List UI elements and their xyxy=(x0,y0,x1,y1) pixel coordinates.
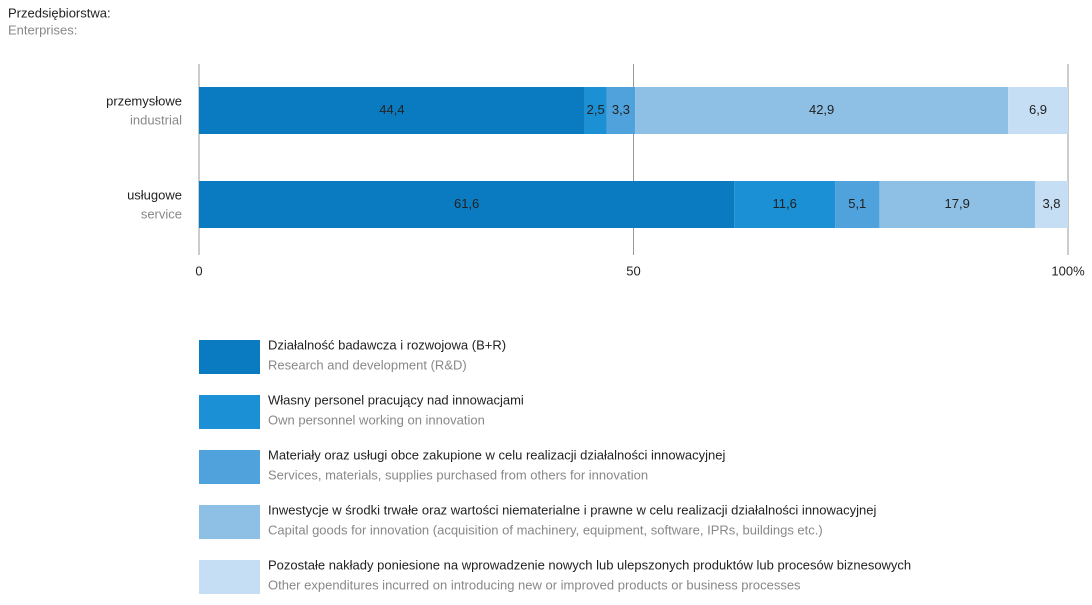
legend-label: Inwestycje w środki trwałe oraz wartości… xyxy=(268,502,876,517)
legend-swatch xyxy=(199,340,260,374)
legend-label-en: Research and development (R&D) xyxy=(268,357,467,372)
bar-segment xyxy=(584,87,607,134)
bar-segment xyxy=(199,87,585,134)
x-tick-label: 50 xyxy=(626,263,640,278)
legend-label-en: Own personnel working on innovation xyxy=(268,412,485,427)
value-label: 17,9 xyxy=(945,196,970,211)
bar-segment xyxy=(734,181,836,228)
bar-segment xyxy=(879,181,1035,228)
legend-label: Pozostałe nakłady poniesione na wprowadz… xyxy=(268,557,911,572)
legend-swatch xyxy=(199,450,260,484)
value-label: 11,6 xyxy=(773,196,797,211)
legend-swatch xyxy=(199,395,260,429)
value-label: 2,5 xyxy=(587,102,605,117)
legend-swatch xyxy=(199,560,260,594)
legend-label: Działalność badawcza i rozwojowa (B+R) xyxy=(268,337,506,352)
legend-label-en: Services, materials, supplies purchased … xyxy=(268,467,648,482)
bar-segment xyxy=(199,181,735,228)
bar-segment xyxy=(1034,181,1068,228)
value-label: 44,4 xyxy=(379,102,404,117)
value-label: 61,6 xyxy=(454,196,479,211)
bar-segment xyxy=(1008,87,1068,134)
value-label: 5,1 xyxy=(848,196,866,211)
category-label: przemysłowe xyxy=(106,93,182,108)
category-label-en: service xyxy=(141,206,182,221)
value-label: 6,9 xyxy=(1029,102,1047,117)
bar-segment xyxy=(635,87,1009,134)
chart-subtitle: Enterprises: xyxy=(8,22,77,37)
legend-swatch xyxy=(199,505,260,539)
value-label: 42,9 xyxy=(809,102,834,117)
value-label: 3,3 xyxy=(612,102,630,117)
legend-label-en: Capital goods for innovation (acquisitio… xyxy=(268,522,823,537)
x-tick-label: 0 xyxy=(195,263,202,278)
category-label-en: industrial xyxy=(130,112,182,127)
x-tick-label: 100% xyxy=(1051,263,1085,278)
value-label: 3,8 xyxy=(1042,196,1060,211)
category-label: usługowe xyxy=(127,187,182,202)
bar-segment xyxy=(835,181,880,228)
legend-label-en: Other expenditures incurred on introduci… xyxy=(268,577,801,592)
chart-title: Przedsiębiorstwa: xyxy=(8,5,111,20)
bar-segment xyxy=(606,87,636,134)
legend-label: Materiały oraz usługi obce zakupione w c… xyxy=(268,447,726,462)
legend-label: Własny personel pracujący nad innowacjam… xyxy=(268,392,524,407)
